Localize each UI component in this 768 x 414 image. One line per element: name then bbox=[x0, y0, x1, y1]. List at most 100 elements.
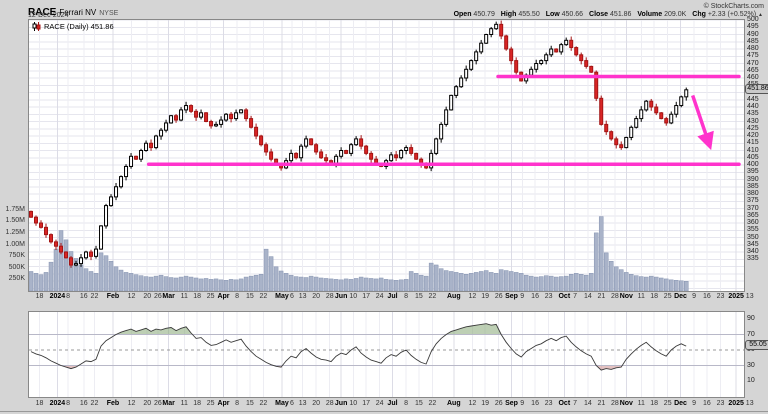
close-label: Close bbox=[589, 11, 609, 18]
x-axis-label: 28 bbox=[325, 293, 334, 300]
volume-axis-label: 1.50M bbox=[5, 217, 25, 225]
x-axis-label: 8 bbox=[235, 293, 239, 300]
volume-axis-label: 1.25M bbox=[5, 228, 25, 236]
price-axis-label: 435 bbox=[747, 110, 759, 118]
x-axis-label-lower: 6 bbox=[290, 400, 294, 407]
x-axis-label-lower: 28 bbox=[325, 400, 334, 407]
x-axis-label: 6 bbox=[290, 293, 294, 300]
x-axis-label: 26 bbox=[494, 293, 503, 300]
x-axis-label: 25 bbox=[663, 293, 672, 300]
oscillator-chart bbox=[29, 312, 744, 397]
candlestick-icon bbox=[32, 22, 41, 31]
x-axis-label: 11 bbox=[180, 293, 188, 300]
volume-axis-label: 1.00M bbox=[5, 240, 25, 248]
x-axis-label-lower: May bbox=[275, 400, 289, 407]
x-axis-label-lower: 25 bbox=[663, 400, 672, 407]
x-axis-label: Sep bbox=[505, 293, 518, 300]
x-axis-label: 2024 bbox=[49, 293, 66, 300]
x-axis-label-lower: 2024 bbox=[49, 400, 66, 407]
x-axis-label-lower: 22 bbox=[259, 400, 268, 407]
x-axis-label-lower: 26 bbox=[494, 400, 503, 407]
x-axis-label: 23 bbox=[544, 293, 553, 300]
ticker-symbol: RACE bbox=[28, 7, 57, 18]
x-axis-label-lower: 9 bbox=[692, 400, 697, 407]
x-axis-label: 25 bbox=[206, 293, 215, 300]
price-axis-label: 460 bbox=[747, 74, 759, 81]
x-axis-label-lower: 16 bbox=[79, 400, 88, 407]
quote-line: Open 450.79 High 455.50 Low 450.66 Close… bbox=[450, 11, 763, 19]
low-label: Low bbox=[545, 11, 560, 18]
x-axis-label-lower: 23 bbox=[544, 400, 553, 407]
x-axis-label: 11 bbox=[637, 293, 645, 300]
x-axis-label: 26 bbox=[154, 293, 162, 300]
x-axis-label-lower: 11 bbox=[180, 400, 188, 407]
x-axis-label: 28 bbox=[611, 293, 619, 300]
x-axis-label-lower: 25 bbox=[206, 400, 215, 407]
x-axis-label: May bbox=[275, 293, 289, 300]
chg-label: Chg bbox=[692, 11, 706, 18]
volume-axis-label: 250K bbox=[8, 275, 25, 283]
oscillator-axis-label: 10 bbox=[747, 377, 755, 384]
x-axis-label-lower: 22 bbox=[90, 400, 99, 407]
x-axis-label-lower: 24 bbox=[375, 400, 384, 407]
price-axis-label: 425 bbox=[747, 124, 759, 132]
x-axis-label-lower: 28 bbox=[611, 400, 619, 407]
x-axis-label-lower: 20 bbox=[143, 400, 152, 407]
x-axis-label-lower: 19 bbox=[481, 400, 490, 407]
open-label: Open bbox=[453, 11, 472, 18]
oscillator-axis-label: 70 bbox=[747, 330, 755, 338]
price-axis-label: 400 bbox=[747, 161, 759, 168]
x-axis-label: 12 bbox=[127, 293, 136, 300]
x-axis-label-lower: 14 bbox=[583, 400, 592, 407]
open-value: 450.79 bbox=[473, 11, 495, 18]
oscillator-current-tag: 55.05 bbox=[745, 340, 768, 351]
x-axis-label: Apr bbox=[217, 293, 230, 300]
price-axis-label: 440 bbox=[747, 103, 759, 110]
x-axis-label: 9 bbox=[520, 293, 525, 300]
price-axis-label: 405 bbox=[747, 153, 759, 161]
price-chart-panel: RACE (Daily) 451.86 bbox=[28, 19, 745, 292]
price-axis-label: 410 bbox=[747, 146, 759, 154]
company-name: Ferrari NV bbox=[59, 8, 97, 17]
x-axis-label-lower: Sep bbox=[505, 400, 518, 407]
volume-axis-label: 500K bbox=[8, 263, 25, 271]
price-axis-label: 445 bbox=[747, 95, 759, 103]
x-axis-label: 16 bbox=[531, 293, 539, 300]
x-axis-label-lower: Oct bbox=[558, 400, 571, 407]
x-axis-label: 20 bbox=[143, 293, 152, 300]
x-axis-label: 14 bbox=[583, 293, 592, 300]
x-axis-label-lower: 7 bbox=[573, 400, 577, 407]
x-axis-label: 17 bbox=[362, 293, 371, 300]
current-price-tag: 451.86 bbox=[745, 83, 768, 94]
chg-up-arrow-icon: ▲ bbox=[758, 12, 763, 18]
price-axis-label: 385 bbox=[747, 182, 759, 190]
x-axis-label: 18 bbox=[650, 293, 659, 300]
x-axis-label: 16 bbox=[703, 293, 711, 300]
low-value: 450.66 bbox=[561, 11, 584, 18]
price-axis-label: 370 bbox=[747, 204, 759, 212]
price-axis-label: 380 bbox=[747, 190, 759, 197]
chart-date: 12-Dec-2024 bbox=[28, 12, 69, 19]
price-axis-label: 415 bbox=[747, 139, 759, 147]
price-axis-label: 355 bbox=[747, 226, 759, 234]
volume-value: 209.0K bbox=[664, 11, 687, 18]
x-axis-label: 22 bbox=[90, 293, 99, 300]
x-axis-label: Jul bbox=[387, 293, 398, 300]
x-axis-label: 13 bbox=[745, 293, 754, 300]
x-axis-label: 20 bbox=[312, 293, 321, 300]
x-axis-label-lower: Aug bbox=[446, 400, 461, 407]
x-axis-label-lower: 22 bbox=[428, 400, 437, 407]
price-axis-label: 420 bbox=[747, 132, 759, 139]
x-axis-label: 22 bbox=[428, 293, 437, 300]
price-axis-label: 345 bbox=[747, 240, 759, 248]
x-axis-label-lower: 12 bbox=[127, 400, 136, 407]
x-axis-label: 24 bbox=[375, 293, 384, 300]
x-axis-label: 15 bbox=[245, 293, 254, 300]
x-axis-label-lower: 8 bbox=[66, 400, 71, 407]
price-axis-label: 470 bbox=[747, 59, 759, 67]
x-axis-label: Dec bbox=[674, 293, 687, 300]
chart-bottom-border bbox=[0, 411, 768, 412]
x-axis-label: 10 bbox=[349, 293, 358, 300]
x-axis-label: 8 bbox=[404, 293, 408, 300]
